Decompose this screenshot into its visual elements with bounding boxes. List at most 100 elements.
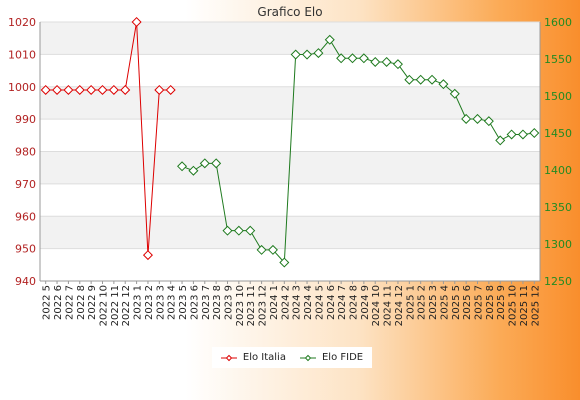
data-point: [506, 129, 517, 140]
data-point: [438, 79, 449, 90]
y-right-tick-label: 1350: [544, 201, 572, 214]
y-left-tick-label: 960: [15, 210, 36, 223]
data-point: [222, 225, 233, 236]
grid-band: [40, 216, 540, 249]
data-point: [131, 16, 142, 28]
x-tick-label: 2024 1: [269, 285, 280, 320]
series-elo-fide: [177, 34, 540, 268]
x-tick-label: 2024 8: [349, 285, 360, 320]
data-point: [381, 56, 392, 67]
data-point: [392, 59, 403, 70]
data-point: [302, 49, 313, 60]
y-right-tick-label: 1600: [544, 16, 572, 29]
data-point: [120, 84, 131, 95]
data-point: [358, 53, 369, 64]
x-tick-label: 2024 3: [292, 285, 303, 320]
y-left-tick-label: 950: [15, 243, 36, 256]
data-point: [347, 53, 358, 64]
x-tick-label: 2023 8: [212, 285, 223, 320]
legend-swatch-elo-italia: [220, 354, 237, 361]
x-tick-label: 2023 4: [167, 285, 178, 320]
data-point: [370, 56, 381, 67]
x-tick-label: 2022 9: [87, 285, 98, 320]
x-tick-label: 2024 2: [280, 285, 291, 320]
data-point: [63, 84, 74, 95]
data-point: [86, 84, 97, 95]
x-tick-label: 2022 12: [121, 285, 132, 326]
x-tick-label: 2024 7: [337, 285, 348, 320]
x-tick-label: 2025 5: [451, 285, 462, 320]
data-point: [142, 250, 153, 261]
x-tick-label: 2025 3: [428, 285, 439, 320]
data-point: [483, 116, 494, 127]
y-right-tick-label: 1550: [544, 53, 572, 66]
data-point: [313, 48, 324, 59]
x-tick-label: 2023 1: [133, 285, 144, 320]
x-tick-label: 2024 5: [314, 285, 325, 320]
x-tick-label: 2023 2: [144, 285, 155, 320]
data-point: [279, 257, 290, 268]
data-point: [52, 84, 63, 95]
data-point: [404, 74, 415, 85]
x-tick-label: 2025 6: [462, 285, 473, 320]
x-tick-label: 2024 6: [326, 285, 337, 320]
data-point: [517, 129, 528, 140]
legend-swatch-elo-fide: [299, 354, 316, 361]
data-point: [529, 127, 540, 139]
chart-title: Grafico Elo: [257, 5, 322, 19]
legend-label-elo-italia: Elo Italia: [242, 352, 286, 363]
y-right-tick-label: 1500: [544, 90, 572, 103]
data-point: [256, 244, 267, 255]
data-point: [245, 225, 256, 236]
data-point: [267, 244, 278, 255]
x-tick-label: 2025 9: [496, 285, 507, 320]
x-tick-label: 2022 8: [76, 285, 87, 320]
data-point: [177, 161, 188, 172]
data-point: [472, 113, 483, 124]
x-tick-label: 2022 7: [64, 285, 75, 320]
x-tick-label: 2023 6: [189, 285, 200, 320]
y-right-tick-label: 1400: [544, 164, 572, 177]
legend-item-elo-fide: Elo FIDE: [299, 352, 364, 363]
x-tick-label: 2025 2: [417, 285, 428, 320]
y-left-tick-label: 1010: [8, 48, 36, 61]
y-left-tick-label: 990: [15, 113, 36, 126]
data-point: [165, 84, 176, 95]
data-point: [211, 158, 222, 169]
x-tick-label: 2025 1: [405, 285, 416, 320]
y-left-tick-label: 970: [15, 178, 36, 191]
y-left-tick-label: 1000: [8, 81, 36, 94]
legend-label-elo-fide: Elo FIDE: [321, 352, 364, 363]
x-tick-label: 2022 5: [42, 285, 53, 320]
y-left-tick-label: 980: [15, 146, 36, 159]
x-tick-label: 2024 9: [360, 285, 371, 320]
x-tick-label: 2022 10: [99, 285, 110, 326]
data-point: [495, 135, 506, 146]
x-tick-label: 2025 4: [439, 285, 450, 320]
data-point: [324, 34, 335, 45]
x-tick-label: 2023 5: [178, 285, 189, 320]
data-point: [233, 225, 244, 236]
data-point: [40, 84, 51, 95]
data-point: [108, 84, 119, 95]
x-tick-label: 2024 12: [394, 285, 405, 326]
x-tick-label: 2025 7: [474, 285, 485, 320]
data-point: [188, 165, 199, 176]
x-tick-label: 2024 4: [303, 285, 314, 320]
data-point: [449, 88, 460, 99]
x-tick-label: 2023 3: [155, 285, 166, 320]
legend-item-elo-italia: Elo Italia: [220, 352, 286, 363]
data-point: [97, 84, 108, 95]
y-right-tick-label: 1450: [544, 127, 572, 140]
y-right-tick-label: 1300: [544, 238, 572, 251]
data-point: [336, 53, 347, 64]
x-tick-label: 2023 10: [235, 285, 246, 326]
x-tick-label: 2023 9: [224, 285, 235, 320]
data-point: [74, 84, 85, 95]
x-tick-label: 2025 8: [485, 285, 496, 320]
data-point: [154, 84, 165, 95]
x-tick-label: 2024 10: [371, 285, 382, 326]
y-right-tick-label: 1250: [544, 275, 572, 288]
data-point: [427, 74, 438, 85]
